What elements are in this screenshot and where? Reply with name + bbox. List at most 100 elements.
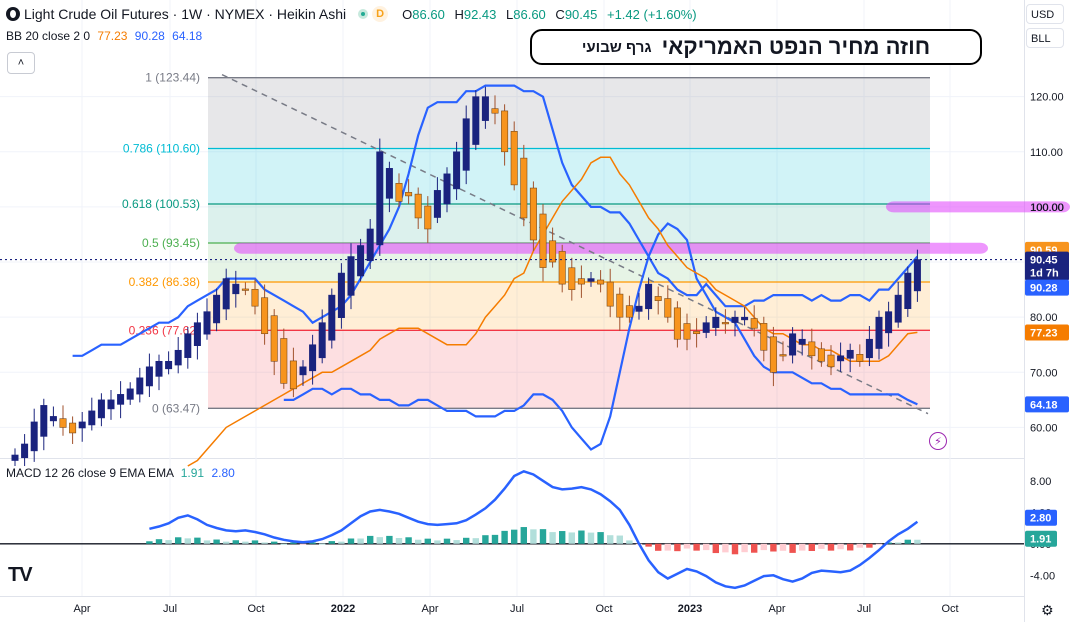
price-axis-tick: 60.00 xyxy=(1030,422,1058,434)
macd-histogram-bar xyxy=(674,543,681,552)
macd-label: MACD 12 26 close 9 EMA EMA xyxy=(6,466,174,480)
macd-histogram-bar xyxy=(299,543,307,545)
macd-histogram-bar xyxy=(770,543,777,552)
candle-body xyxy=(414,193,422,219)
symbol-logo-icon xyxy=(6,7,20,21)
signal-value: 2.80 xyxy=(211,466,235,480)
time-axis-tick: Oct xyxy=(247,603,264,615)
macd-histogram-bar xyxy=(664,543,671,551)
candle-body xyxy=(549,240,557,263)
macd-histogram-bar xyxy=(155,539,163,544)
candle-body xyxy=(817,348,825,362)
candle-body xyxy=(366,228,374,262)
macd-tag-bg xyxy=(1025,509,1057,526)
resistance-zone xyxy=(234,242,988,254)
low-key: L xyxy=(506,6,514,22)
macd-histogram-bar xyxy=(511,529,518,544)
candle-body xyxy=(875,316,883,349)
fib-level-label: 0.5 (93.45) xyxy=(142,236,200,250)
macd-histogram-bar xyxy=(895,542,902,544)
time-axis-tick: Jul xyxy=(857,603,871,615)
macd-histogram-bar xyxy=(559,531,566,544)
macd-histogram-bar xyxy=(856,543,863,548)
bb-legend[interactable]: BB 20 close 2 0 77.23 90.28 64.18 xyxy=(6,29,202,43)
macd-histogram-bar xyxy=(683,543,691,549)
macd-histogram-bar xyxy=(655,543,662,551)
candle-body xyxy=(779,354,787,357)
interval-label[interactable]: 1W xyxy=(181,6,203,22)
macd-histogram-bar xyxy=(424,538,431,544)
currency-button[interactable]: USD xyxy=(1026,4,1064,24)
candle-body xyxy=(606,281,614,307)
candle-body xyxy=(251,288,259,307)
time-axis-tick: 2022 xyxy=(331,603,355,615)
macd-histogram-bar xyxy=(568,532,575,544)
fib-zone xyxy=(208,330,930,409)
candle-body xyxy=(97,399,105,419)
candle-body xyxy=(241,288,249,291)
price-tag-bg xyxy=(1025,264,1069,281)
candle-body xyxy=(625,305,633,318)
macd-histogram-bar xyxy=(357,538,364,544)
tradingview-logo[interactable]: TV xyxy=(8,564,33,586)
candle-body xyxy=(827,354,835,368)
macd-histogram-bar xyxy=(175,537,182,544)
market-status-icon xyxy=(358,9,369,19)
price-axis-tick: 100.00 xyxy=(1030,202,1064,214)
candle-body xyxy=(318,322,326,359)
candle-body xyxy=(693,331,701,335)
candles xyxy=(11,86,921,467)
candle-body xyxy=(424,205,432,230)
fib-level-label: 0.382 (86.38) xyxy=(129,275,200,289)
macd-legend[interactable]: MACD 12 26 close 9 EMA EMA 1.91 2.80 xyxy=(6,466,235,480)
candle-body xyxy=(558,251,566,285)
candle-body xyxy=(577,278,585,285)
macd-histogram-bar xyxy=(386,535,393,544)
macd-histogram-bar xyxy=(827,543,835,551)
exchange-label: NYMEX xyxy=(214,6,265,22)
candle-body xyxy=(462,118,470,171)
candle-body xyxy=(289,360,297,390)
macd-histogram-bar xyxy=(501,530,508,544)
price-tag-bg xyxy=(1025,396,1069,413)
candle-body xyxy=(107,399,115,410)
unit-button[interactable]: BLL xyxy=(1026,28,1064,48)
fib-level-label: 0.618 (100.53) xyxy=(122,197,200,211)
candle-body xyxy=(174,349,182,366)
candle-body xyxy=(904,272,912,309)
price-tag-label: 77.23 xyxy=(1030,327,1058,339)
symbol-name[interactable]: Light Crude Oil Futures xyxy=(24,6,169,22)
macd-histogram-bar xyxy=(607,535,614,544)
open-value: 86.60 xyxy=(412,6,445,22)
annotation-title-main: חוזה מחיר הנפט האמריקאי xyxy=(661,34,931,59)
macd-histogram-bar xyxy=(789,543,796,553)
candle-body xyxy=(232,283,240,295)
macd-histogram-bar xyxy=(818,543,825,549)
fib-zone xyxy=(208,77,930,149)
candle-body xyxy=(731,316,739,323)
collapse-legend-button[interactable]: ˄ xyxy=(7,52,35,74)
macd-histogram-bar xyxy=(866,543,873,548)
macd-histogram-bar xyxy=(453,540,460,544)
macd-histogram-bar xyxy=(395,537,403,544)
price-tag-label: 64.18 xyxy=(1030,399,1058,411)
fib-zone xyxy=(208,204,930,244)
chart-style-label[interactable]: Heikin Ashi xyxy=(276,6,347,22)
price-tag-bg xyxy=(1025,324,1069,341)
candle-body xyxy=(136,377,144,395)
price-tag-label: 90.45 xyxy=(1030,255,1058,267)
macd-histogram-bar xyxy=(703,543,710,551)
annotation-title-sub: גרף שבועי xyxy=(581,38,652,56)
time-axis-tick: Apr xyxy=(421,603,438,615)
macd-histogram-bar xyxy=(261,542,268,544)
gear-icon[interactable]: ⚙ xyxy=(1041,602,1054,618)
macd-axis-tick: 8.00 xyxy=(1030,476,1051,488)
candle-body xyxy=(501,110,509,153)
macd-histogram-bar xyxy=(405,537,412,544)
fib-level-label: 1 (123.44) xyxy=(145,71,200,85)
highlight-zones: 100.00 xyxy=(234,201,1070,254)
macd-histogram-bar xyxy=(914,539,921,544)
flash-icon[interactable]: ⚡ xyxy=(929,432,947,450)
